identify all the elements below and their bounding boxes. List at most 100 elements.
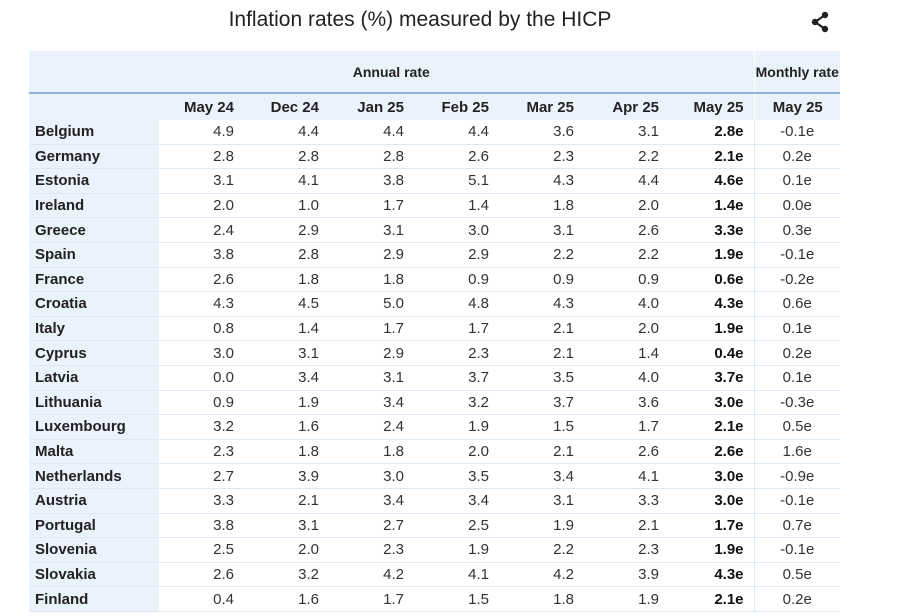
annual-rate-cell: 4.3 xyxy=(499,168,584,194)
table-row: Luxembourg 3.2 1.6 2.4 1.9 1.5 1.7 2.1e 0.5e xyxy=(29,414,841,440)
annual-rate-cell: 2.1 xyxy=(499,439,584,465)
monthly-rate-cell: 0.1e xyxy=(753,365,841,391)
annual-rate-cell: 2.1e xyxy=(669,586,755,612)
annual-rate-cell: 1.9 xyxy=(499,513,584,539)
annual-rate-cell: 1.9e xyxy=(669,537,755,563)
monthly-rate-cell: -0.1e xyxy=(753,120,841,145)
table-row: Netherlands 2.7 3.9 3.0 3.5 3.4 4.1 3.0e -0.9e xyxy=(29,463,841,489)
table-row: Slovakia 2.6 3.2 4.2 4.1 4.2 3.9 4.3e 0.5e xyxy=(29,562,841,588)
table-row: Latvia 0.0 3.4 3.1 3.7 3.5 4.0 3.7e 0.1e xyxy=(29,365,841,391)
annual-rate-cell: 2.3 xyxy=(329,537,414,563)
country-cell: Netherlands xyxy=(29,463,159,489)
table-row: Lithuania 0.9 1.9 3.4 3.2 3.7 3.6 3.0e -0.3e xyxy=(29,390,841,416)
table-row: Belgium 4.9 4.4 4.4 4.4 3.6 3.1 2.8e -0.1e xyxy=(29,120,841,145)
annual-rate-cell: 3.3e xyxy=(669,217,755,243)
annual-rate-cell: 4.1 xyxy=(414,562,499,588)
annual-rate-cell: 0.9 xyxy=(584,267,669,293)
annual-rate-cell: 1.7 xyxy=(329,316,414,342)
annual-rate-cell: 1.9 xyxy=(414,537,499,563)
annual-rate-cell: 0.8 xyxy=(159,316,244,342)
annual-rate-cell: 2.4 xyxy=(159,217,244,243)
annual-rate-cell: 2.1 xyxy=(584,513,669,539)
annual-rate-cell: 0.4 xyxy=(159,586,244,612)
annual-rate-cell: 2.3 xyxy=(414,340,499,366)
annual-rate-cell: 0.9 xyxy=(159,390,244,416)
annual-rate-cell: 2.5 xyxy=(414,513,499,539)
table-row: Austria 3.3 2.1 3.4 3.4 3.1 3.3 3.0e -0.1e xyxy=(29,488,841,514)
annual-rate-cell: 3.1 xyxy=(244,513,329,539)
country-cell: Croatia xyxy=(29,291,159,317)
monthly-column-header: May 25 xyxy=(753,92,841,120)
annual-rate-cell: 3.0e xyxy=(669,488,755,514)
annual-rate-cell: 2.1 xyxy=(499,316,584,342)
annual-rate-cell: 2.6 xyxy=(584,439,669,465)
annual-rate-cell: 1.4e xyxy=(669,193,755,219)
annual-rate-cell: 2.8 xyxy=(159,144,244,170)
annual-rate-cell: 2.6 xyxy=(159,562,244,588)
annual-rate-cell: 4.9 xyxy=(159,120,244,145)
annual-rate-cell: 2.2 xyxy=(584,242,669,268)
annual-rate-cell: 3.4 xyxy=(414,488,499,514)
country-cell: Cyprus xyxy=(29,340,159,366)
country-cell: Latvia xyxy=(29,365,159,391)
monthly-rate-cell: 0.2e xyxy=(753,340,841,366)
annual-rate-cell: 3.7 xyxy=(414,365,499,391)
annual-rate-cell: 3.1 xyxy=(584,120,669,145)
country-cell: Portugal xyxy=(29,513,159,539)
annual-rate-cell: 1.6 xyxy=(244,414,329,440)
annual-rate-cell: 3.0e xyxy=(669,463,755,489)
monthly-rate-cell: 0.5e xyxy=(753,414,841,440)
annual-rate-cell: 3.3 xyxy=(584,488,669,514)
annual-rate-cell: 2.0 xyxy=(159,193,244,219)
annual-rate-cell: 4.4 xyxy=(329,120,414,145)
annual-rate-cell: 4.3 xyxy=(159,291,244,317)
monthly-rate-cell: 0.5e xyxy=(753,562,841,588)
country-cell: Malta xyxy=(29,439,159,465)
annual-rate-cell: 3.5 xyxy=(499,365,584,391)
annual-rate-cell: 4.3e xyxy=(669,291,755,317)
annual-rate-cell: 4.4 xyxy=(244,120,329,145)
annual-rate-cell: 3.1 xyxy=(159,168,244,194)
monthly-rate-cell: -0.1e xyxy=(753,488,841,514)
column-header: Dec 24 xyxy=(244,92,329,120)
annual-rate-cell: 1.0 xyxy=(244,193,329,219)
monthly-rate-cell: -0.1e xyxy=(753,537,841,563)
annual-rate-cell: 3.9 xyxy=(244,463,329,489)
annual-rate-cell: 2.3 xyxy=(584,537,669,563)
share-icon[interactable] xyxy=(808,10,832,34)
annual-rate-cell: 2.6 xyxy=(414,144,499,170)
monthly-rate-cell: 0.2e xyxy=(753,144,841,170)
annual-rate-cell: 1.5 xyxy=(414,586,499,612)
annual-rate-cell: 2.7 xyxy=(329,513,414,539)
annual-rate-cell: 2.1e xyxy=(669,414,755,440)
table-row: Spain 3.8 2.8 2.9 2.9 2.2 2.2 1.9e -0.1e xyxy=(29,242,841,268)
country-cell: France xyxy=(29,267,159,293)
annual-rate-cell: 1.8 xyxy=(329,439,414,465)
column-header: May 24 xyxy=(159,92,244,120)
annual-rate-cell: 3.8 xyxy=(329,168,414,194)
annual-rate-cell: 0.4e xyxy=(669,340,755,366)
annual-rate-cell: 1.8 xyxy=(244,439,329,465)
table-row: Croatia 4.3 4.5 5.0 4.8 4.3 4.0 4.3e 0.6e xyxy=(29,291,841,317)
annual-rate-cell: 5.1 xyxy=(414,168,499,194)
annual-rate-cell: 2.0 xyxy=(244,537,329,563)
annual-rate-cell: 4.2 xyxy=(329,562,414,588)
annual-rate-cell: 3.3 xyxy=(159,488,244,514)
annual-rate-cell: 2.4 xyxy=(329,414,414,440)
annual-rate-cell: 1.8 xyxy=(329,267,414,293)
annual-rate-cell: 2.9 xyxy=(244,217,329,243)
country-cell: Slovakia xyxy=(29,562,159,588)
monthly-rate-cell: -0.9e xyxy=(753,463,841,489)
column-header: Mar 25 xyxy=(499,92,584,120)
monthly-rate-cell: 0.2e xyxy=(753,586,841,612)
annual-rate-cell: 3.0 xyxy=(159,340,244,366)
annual-rate-cell: 1.9 xyxy=(414,414,499,440)
column-header: Jan 25 xyxy=(329,92,414,120)
annual-rate-cell: 0.9 xyxy=(414,267,499,293)
annual-rate-cell: 1.8 xyxy=(499,193,584,219)
annual-rate-cell: 3.2 xyxy=(244,562,329,588)
annual-rate-cell: 1.7 xyxy=(584,414,669,440)
annual-rate-cell: 3.4 xyxy=(329,488,414,514)
annual-rate-cell: 2.0 xyxy=(584,193,669,219)
annual-rate-cell: 4.2 xyxy=(499,562,584,588)
